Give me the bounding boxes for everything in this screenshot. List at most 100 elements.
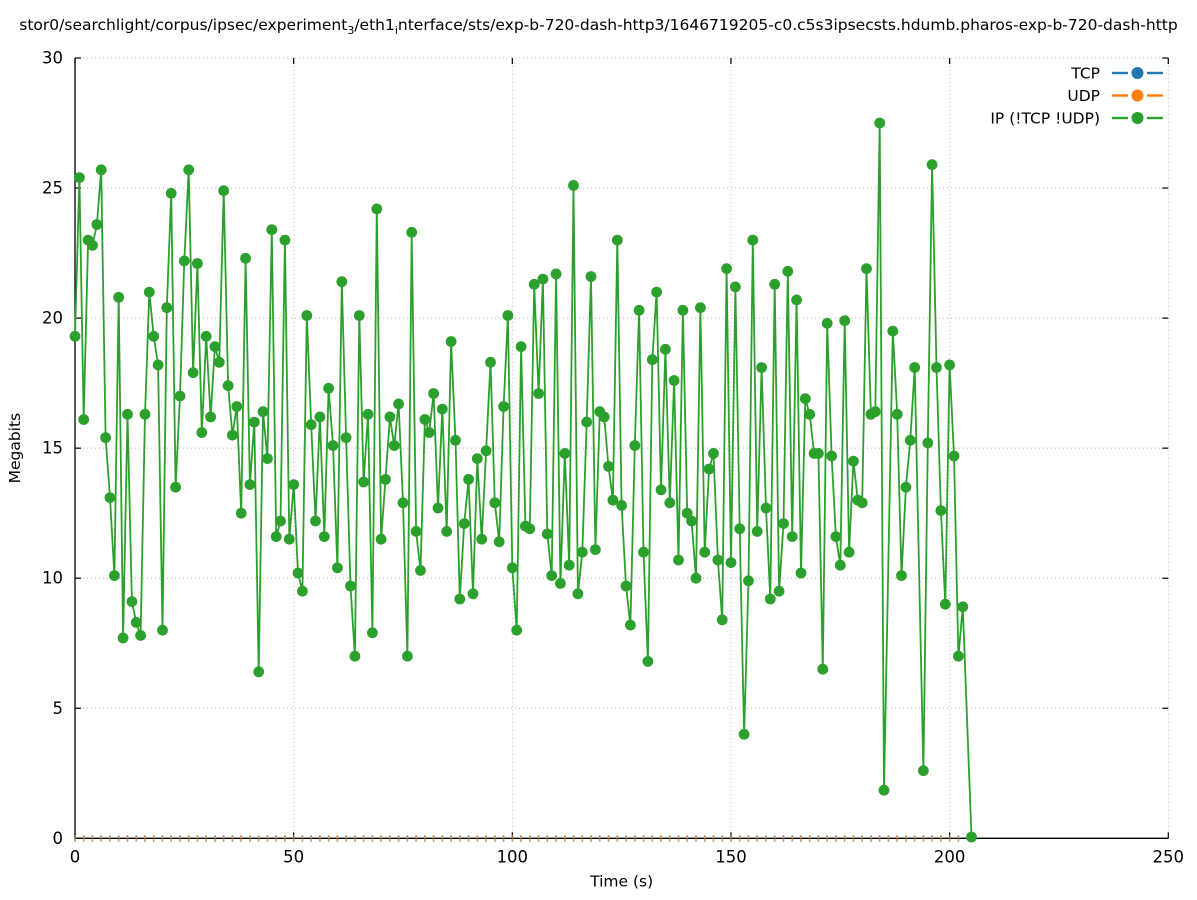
- ip-data-point: [502, 310, 514, 321]
- ip-data-point: [909, 362, 921, 373]
- ip-data-point: [751, 526, 763, 537]
- ip-data-point: [638, 546, 649, 558]
- ip-data-point: [515, 341, 527, 353]
- y-tick-label: 0: [53, 829, 64, 848]
- ip-data-point: [423, 427, 435, 438]
- ip-data-point: [725, 557, 737, 568]
- ip-data-point: [301, 310, 313, 321]
- ip-data-point: [874, 117, 886, 129]
- ip-data-point: [336, 276, 348, 288]
- ip-data-point: [555, 578, 566, 589]
- ip-data-point: [528, 278, 540, 290]
- ip-data-point: [454, 593, 466, 605]
- ip-data-point: [178, 255, 190, 267]
- ip-data-point: [450, 434, 461, 446]
- ip-data-point: [712, 554, 724, 566]
- ip-data-point: [699, 546, 711, 558]
- ip-data-point: [415, 565, 426, 576]
- ip-data-point: [511, 624, 523, 636]
- ip-data-point: [467, 588, 479, 600]
- ip-data-point: [817, 663, 829, 675]
- ip-data-point: [257, 406, 269, 418]
- ip-data-point: [388, 440, 400, 451]
- ip-data-point: [585, 271, 597, 282]
- ip-data-point: [384, 411, 396, 423]
- x-axis-label: Time (s): [589, 872, 653, 890]
- ip-data-point: [778, 518, 789, 529]
- ip-data-point: [310, 515, 321, 527]
- title-subscript: 3: [347, 24, 355, 38]
- ip-data-point: [607, 494, 619, 506]
- ip-data-point: [760, 502, 772, 514]
- ip-data-point: [489, 497, 501, 509]
- ip-data-point: [139, 408, 151, 420]
- ip-data-point: [590, 544, 601, 555]
- ip-data-point: [646, 354, 658, 366]
- x-tick-label: 50: [283, 847, 304, 866]
- ip-data-point: [410, 526, 422, 537]
- ip-data-point: [922, 437, 934, 449]
- ip-data-point: [848, 455, 859, 467]
- ip-data-point: [152, 359, 164, 371]
- ip-data-point: [358, 476, 369, 488]
- ip-data-point: [297, 585, 308, 597]
- ip-data-point: [813, 448, 824, 459]
- ip-data-point: [721, 263, 732, 275]
- title-segment: /eth1: [354, 16, 395, 35]
- ip-data-point: [900, 481, 912, 493]
- ip-data-point: [143, 286, 155, 298]
- ip-data-point: [371, 203, 383, 215]
- ip-data-point: [253, 666, 265, 678]
- ip-data-point: [738, 728, 750, 740]
- ip-data-point: [651, 286, 662, 298]
- ip-data-point: [436, 403, 448, 415]
- ip-data-point: [677, 304, 689, 316]
- ip-data-point: [869, 406, 881, 418]
- ip-data-point: [218, 185, 230, 197]
- ip-data-point: [764, 593, 776, 605]
- ip-data-point: [187, 367, 199, 379]
- ip-data-point: [629, 440, 641, 451]
- ip-data-point: [524, 523, 536, 535]
- ip-data-point: [327, 440, 339, 451]
- ip-data-point: [161, 302, 173, 314]
- ip-data-point: [939, 598, 951, 610]
- x-tick-label: 0: [70, 847, 81, 866]
- ip-data-point: [546, 570, 558, 581]
- ip-data-point: [165, 187, 177, 199]
- chart-title-text: stor0/searchlight/corpus/ipsec/experimen…: [19, 16, 1177, 37]
- ip-data-point: [375, 533, 387, 545]
- ip-data-point: [673, 554, 684, 566]
- ip-data-point: [349, 650, 361, 662]
- ip-data-point: [948, 450, 960, 462]
- ip-data-point: [904, 434, 916, 446]
- ip-data-point: [170, 481, 182, 493]
- y-axis-label: Megabits: [6, 413, 24, 484]
- legend-sample-marker: [1131, 89, 1144, 102]
- ip-data-point: [576, 546, 588, 558]
- ip-data-point: [113, 291, 125, 303]
- ip-data-point: [402, 650, 413, 662]
- legend-sample-marker: [1131, 67, 1144, 79]
- ip-data-point: [953, 650, 964, 662]
- y-tick-label: 30: [42, 49, 63, 68]
- ip-data-point: [537, 273, 549, 285]
- ip-data-point: [74, 172, 85, 184]
- ip-data-point: [935, 505, 947, 516]
- x-tick-label: 150: [715, 847, 747, 866]
- ip-data-point: [135, 630, 147, 641]
- ip-data-point: [69, 330, 81, 342]
- ip-data-point: [799, 393, 811, 405]
- ip-data-point: [896, 570, 907, 581]
- y-tick-label: 15: [42, 439, 63, 458]
- ip-data-point: [966, 831, 977, 843]
- ip-data-point: [270, 531, 282, 542]
- ip-data-point: [730, 281, 741, 293]
- ip-data-point: [332, 562, 343, 574]
- ip-data-point: [157, 624, 168, 636]
- ip-data-point: [196, 427, 208, 438]
- ip-data-point: [231, 401, 243, 412]
- ip-series-line: [74, 122, 973, 838]
- ip-data-point: [266, 224, 278, 236]
- ip-data-point: [91, 219, 103, 230]
